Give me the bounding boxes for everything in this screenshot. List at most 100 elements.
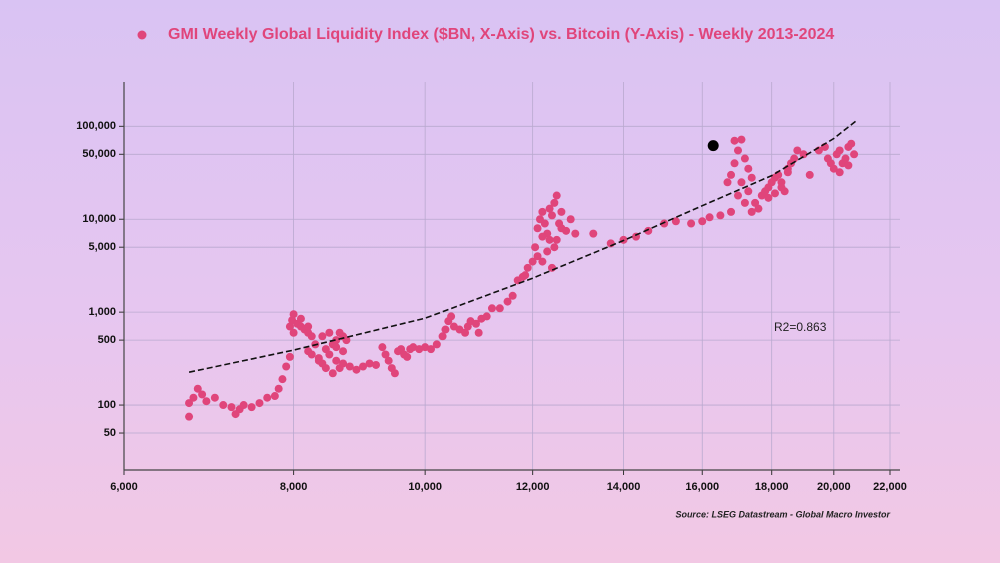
highlight-point [707,140,719,152]
point [263,393,272,402]
point [805,170,814,179]
point [550,243,559,252]
point [239,401,248,410]
point [847,139,856,148]
source: Source: LSEG Datastream - Global Macro I… [675,509,890,519]
point [359,362,368,371]
point [372,360,381,369]
point [255,399,264,408]
point [783,168,792,177]
point [547,211,556,220]
point [540,219,549,228]
x-tick-label: 20,000 [817,481,851,493]
legend-marker [137,30,147,40]
point [441,325,450,334]
point [740,198,749,207]
point [754,204,763,213]
point [740,154,749,163]
point [198,390,207,399]
point [829,164,838,173]
point [270,392,279,401]
point [503,297,512,306]
point [562,226,571,235]
point [185,399,194,408]
point [770,189,779,198]
x-tick-label: 8,000 [280,481,308,493]
point [325,350,334,359]
point [730,136,739,145]
point [219,401,228,410]
point [799,150,808,159]
x-tick-label: 18,000 [755,481,789,493]
point [744,187,753,196]
point [671,217,680,226]
point [321,364,330,373]
point [427,345,436,354]
point [438,332,447,341]
point [777,183,786,192]
point [339,359,348,368]
y-tick-label: 100 [98,399,116,411]
point [747,173,756,182]
x-tick-label: 6,000 [110,481,138,493]
point [210,393,219,402]
point [282,362,291,371]
point [538,232,547,241]
point [547,263,556,272]
point [523,263,532,272]
point [566,215,575,224]
point [378,343,387,352]
point [764,193,773,202]
point [538,207,547,216]
point [328,369,337,378]
annotation: R2=0.863 [774,320,827,334]
point [390,369,399,378]
point [461,328,470,337]
point [482,312,491,321]
point [730,159,739,168]
point [589,229,598,238]
point [296,314,305,323]
point [737,135,746,144]
point [533,252,542,261]
point [304,322,313,331]
point [332,356,341,365]
point [403,352,412,361]
point [332,343,341,352]
point [571,229,580,238]
point [538,257,547,266]
point [660,219,669,228]
point [307,332,316,341]
y-tick-label: 500 [98,334,116,346]
point [545,235,554,244]
point [432,340,441,349]
point [557,207,566,216]
point [698,217,707,226]
point [521,271,530,280]
point [531,243,540,252]
x-tick-label: 14,000 [607,481,641,493]
point [716,211,725,220]
point [723,178,732,187]
point [332,336,341,345]
point [495,304,504,313]
point [474,328,483,337]
point [727,170,736,179]
point [727,207,736,216]
point [289,310,298,319]
point [644,226,653,235]
point [545,204,554,213]
point [339,347,348,356]
point [835,146,844,155]
point [289,328,298,337]
point [733,146,742,155]
point [552,191,561,200]
y-tick-label: 50,000 [82,148,116,160]
legend-label: GMI Weekly Global Liquidity Index ($BN, … [168,26,834,43]
point [185,412,194,421]
point [737,178,746,187]
point [841,154,850,163]
point [381,350,390,359]
